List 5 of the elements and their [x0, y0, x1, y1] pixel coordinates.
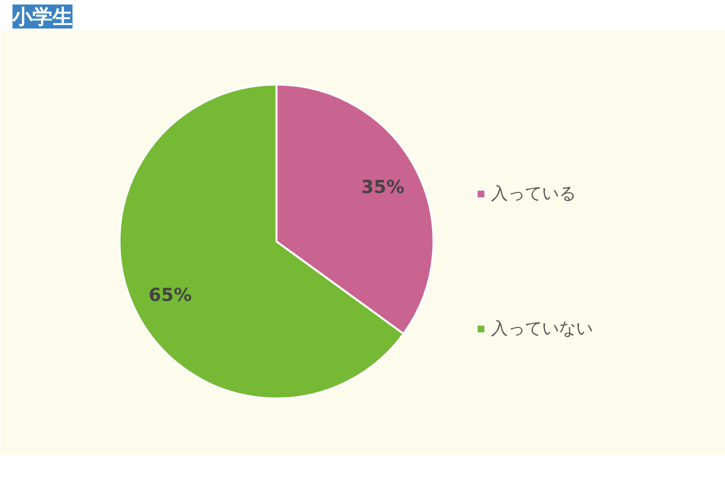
data-label: 35% [361, 176, 404, 198]
chart-title: 小学生 [12, 4, 72, 28]
legend-label: 入っている [491, 183, 576, 205]
legend-label: 入っていない [491, 318, 593, 340]
data-label: 65% [148, 285, 192, 306]
